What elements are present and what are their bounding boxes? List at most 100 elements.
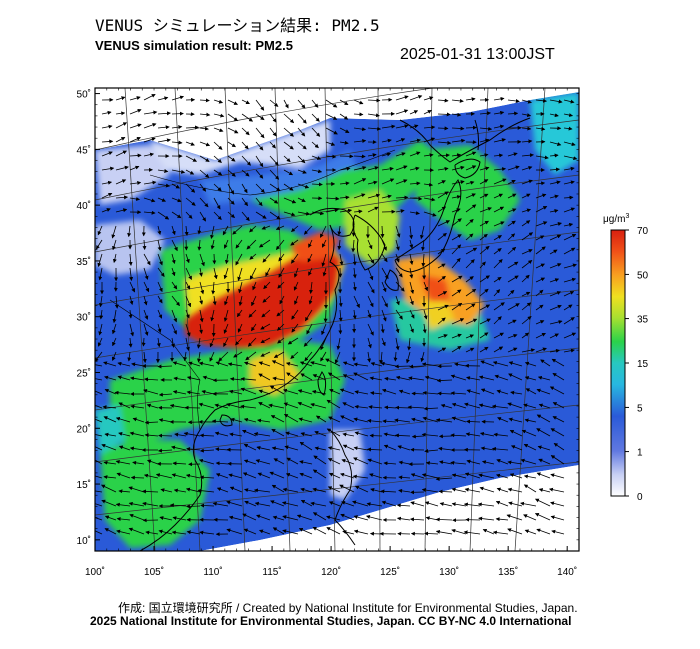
wind-arrow bbox=[438, 489, 453, 494]
wind-arrow bbox=[423, 281, 429, 292]
wind-arrow bbox=[311, 99, 319, 108]
wind-arrow bbox=[258, 373, 271, 381]
wind-arrow bbox=[336, 337, 341, 350]
wind-arrow bbox=[227, 197, 235, 205]
wind-arrow bbox=[563, 317, 575, 325]
wind-arrow bbox=[285, 431, 299, 437]
wind-arrow bbox=[238, 295, 243, 307]
wind-arrow bbox=[508, 373, 523, 381]
wind-arrow bbox=[172, 361, 187, 367]
wind-arrow bbox=[410, 473, 425, 479]
wind-arrow bbox=[104, 515, 117, 521]
wind-arrow bbox=[553, 443, 565, 451]
wind-arrow bbox=[186, 447, 201, 452]
wind-arrow bbox=[367, 180, 378, 185]
wind-arrow bbox=[115, 416, 131, 423]
wind-arrow bbox=[507, 289, 515, 297]
wind-arrow bbox=[199, 281, 205, 295]
wind-arrow bbox=[310, 361, 327, 367]
wind-arrow bbox=[241, 197, 248, 207]
wind-arrow bbox=[549, 386, 565, 395]
wind-arrow bbox=[451, 333, 462, 339]
wind-arrow bbox=[395, 209, 405, 214]
wind-arrow bbox=[277, 323, 285, 331]
wind-arrow bbox=[507, 165, 520, 171]
wind-arrow bbox=[243, 361, 257, 367]
wind-arrow bbox=[521, 153, 534, 158]
wind-arrow bbox=[130, 376, 145, 381]
wind-arrow bbox=[209, 337, 215, 348]
wind-arrow bbox=[549, 304, 562, 311]
wind-arrow bbox=[278, 267, 285, 278]
wind-arrow bbox=[341, 500, 355, 507]
wind-arrow bbox=[437, 180, 446, 185]
wind-arrow bbox=[407, 337, 412, 351]
wind-arrow bbox=[549, 278, 560, 283]
wind-arrow bbox=[209, 351, 215, 362]
wind-arrow bbox=[97, 253, 103, 268]
wind-arrow bbox=[549, 194, 559, 199]
wind-arrow bbox=[535, 126, 546, 131]
wind-arrow bbox=[353, 529, 369, 535]
wind-arrow bbox=[143, 281, 150, 293]
wind-arrow bbox=[283, 169, 294, 176]
wind-arrow bbox=[251, 323, 257, 332]
wind-arrow bbox=[255, 197, 263, 207]
wind-arrow bbox=[493, 247, 502, 255]
wind-arrow bbox=[201, 389, 215, 395]
wind-arrow bbox=[423, 182, 434, 187]
wind-arrow bbox=[353, 372, 369, 381]
wind-arrow bbox=[159, 516, 173, 521]
wind-arrow bbox=[226, 402, 243, 409]
wind-arrow bbox=[465, 247, 478, 255]
wind-arrow bbox=[241, 113, 254, 122]
wind-arrow bbox=[439, 502, 453, 507]
wind-arrow bbox=[450, 433, 467, 438]
wind-arrow bbox=[304, 351, 313, 362]
wind-arrow bbox=[342, 402, 355, 409]
wind-arrow bbox=[99, 309, 104, 320]
wind-arrow bbox=[157, 448, 173, 453]
wind-arrow bbox=[451, 416, 467, 423]
wind-arrow bbox=[157, 295, 163, 304]
wind-arrow bbox=[103, 475, 117, 480]
wind-arrow bbox=[291, 323, 299, 333]
wind-arrow bbox=[524, 376, 537, 381]
wind-arrow bbox=[381, 152, 392, 157]
wind-arrow bbox=[273, 458, 285, 465]
coast-russia bbox=[399, 117, 531, 163]
wind-arrow bbox=[450, 391, 467, 396]
wind-arrow bbox=[155, 473, 173, 479]
title-jp: VENUS シミュレーション結果: PM2.5 bbox=[95, 16, 380, 35]
wind-arrow bbox=[521, 208, 532, 213]
wind-arrow bbox=[495, 517, 509, 522]
wind-arrow bbox=[273, 351, 285, 358]
wind-arrow bbox=[129, 180, 142, 185]
wind-arrow bbox=[325, 141, 336, 146]
wind-vectors bbox=[95, 94, 578, 537]
wind-arrow bbox=[185, 169, 195, 175]
colorbar-ticks: 70 50 35 15 5 1 0 bbox=[625, 226, 649, 503]
wind-arrow bbox=[493, 153, 504, 158]
wind-arrow bbox=[199, 155, 210, 162]
wind-arrow bbox=[104, 375, 117, 381]
wind-arrow bbox=[382, 419, 397, 424]
wind-arrow bbox=[199, 112, 211, 117]
wind-arrow bbox=[269, 141, 276, 149]
wind-arrow bbox=[229, 486, 243, 493]
wind-arrow bbox=[223, 309, 229, 322]
wind-arrow bbox=[450, 460, 467, 465]
wind-arrow bbox=[353, 139, 367, 143]
wind-arrow bbox=[380, 225, 385, 239]
wind-arrow bbox=[367, 309, 372, 319]
wind-arrow bbox=[524, 418, 537, 423]
wind-arrow bbox=[143, 180, 157, 185]
wind-arrow bbox=[352, 309, 357, 320]
wind-arrow bbox=[563, 195, 574, 200]
wind-arrow bbox=[268, 403, 285, 409]
wind-arrow bbox=[213, 183, 222, 192]
wind-arrow bbox=[228, 389, 243, 395]
wind-arrow bbox=[230, 417, 243, 423]
wind-arrow bbox=[311, 389, 327, 395]
wind-arrow bbox=[171, 295, 180, 307]
